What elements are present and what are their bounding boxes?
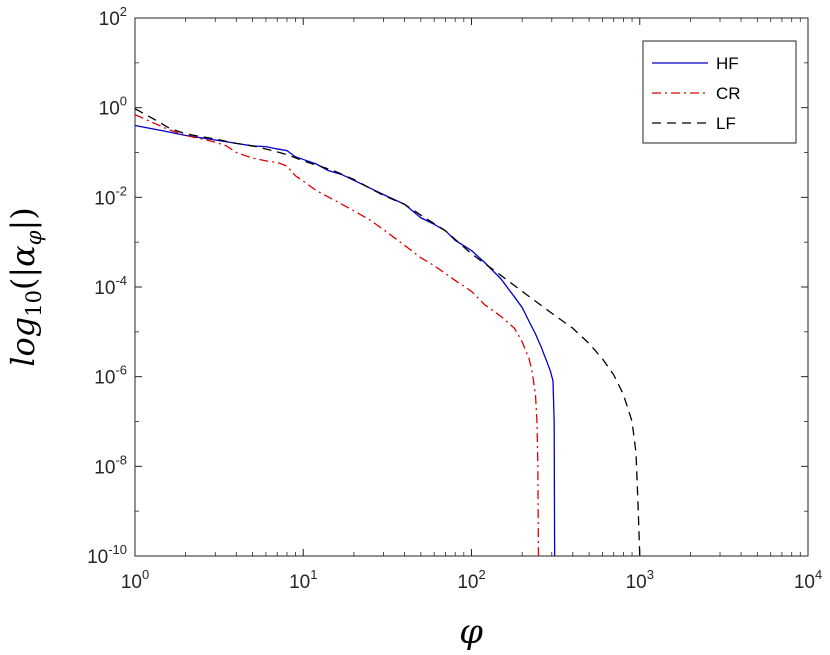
legend: HF CR LF xyxy=(642,40,797,144)
y-axis-label-symbol-sub: φ xyxy=(22,230,46,245)
legend-label-lf: LF xyxy=(716,114,736,133)
y-axis-label: log10(|αφ|) xyxy=(4,207,46,367)
x-axis-label: φ xyxy=(459,612,483,652)
y-tick-label-base-5: 10 xyxy=(99,99,120,120)
x-tick-label-3: 103 xyxy=(626,567,654,593)
y-tick-label-3: 10-4 xyxy=(94,273,127,299)
x-tick-label-2: 102 xyxy=(457,567,485,593)
y-tick-label-4: 10-2 xyxy=(94,183,127,209)
y-tick-label-base-1: 10 xyxy=(94,457,115,478)
y-tick-label-2: 10-6 xyxy=(94,363,127,389)
x-tick-label-exp-1: 1 xyxy=(310,567,317,582)
y-tick-label-exp-1: -8 xyxy=(115,452,127,467)
y-tick-label-exp-6: 2 xyxy=(120,4,127,19)
y-tick-label-0: 10-10 xyxy=(87,542,127,568)
x-tick-label-exp-2: 2 xyxy=(478,567,485,582)
legend-box xyxy=(642,40,797,144)
y-tick-label-exp-5: 0 xyxy=(120,94,127,109)
x-tick-label-exp-0: 0 xyxy=(142,567,149,582)
x-tick-label-base-4: 10 xyxy=(794,572,815,593)
y-tick-label-base-2: 10 xyxy=(94,368,115,389)
y-axis-label-close: |) xyxy=(4,207,42,230)
y-tick-label-6: 102 xyxy=(99,4,127,30)
y-tick-label-exp-2: -6 xyxy=(115,363,127,378)
x-tick-label-exp-3: 3 xyxy=(647,567,654,582)
x-tick-label-base-3: 10 xyxy=(626,572,647,593)
y-axis-label-open: (| xyxy=(4,267,42,290)
legend-label-cr: CR xyxy=(716,84,741,103)
x-tick-label-base-1: 10 xyxy=(289,572,310,593)
x-tick-label-base-0: 10 xyxy=(121,572,142,593)
y-axis-label-symbol: α xyxy=(4,245,42,267)
y-axis-label-subscript: 10 xyxy=(22,290,46,317)
y-tick-label-base-3: 10 xyxy=(94,278,115,299)
y-tick-label-base-0: 10 xyxy=(87,547,108,568)
y-tick-label-exp-3: -4 xyxy=(115,273,127,288)
y-axis-label-prefix: log xyxy=(4,317,42,367)
legend-label-hf: HF xyxy=(716,54,739,73)
series-line-lf xyxy=(134,108,641,557)
x-tick-label-0: 100 xyxy=(121,567,149,593)
y-tick-label-1: 10-8 xyxy=(94,452,127,478)
x-tick-label-base-2: 10 xyxy=(457,572,478,593)
y-tick-label-exp-4: -2 xyxy=(115,183,127,198)
y-tick-label-base-4: 10 xyxy=(94,188,115,209)
y-tick-label-exp-0: -10 xyxy=(108,542,127,557)
x-tick-label-1: 101 xyxy=(289,567,317,593)
series-layer xyxy=(134,108,641,557)
series-line-cr xyxy=(134,114,540,557)
y-tick-label-base-6: 10 xyxy=(99,9,120,30)
tick-labels: 100 101 102 103 10410-1010-810-610-410-21001… xyxy=(87,4,822,593)
y-tick-label-5: 100 xyxy=(99,94,127,120)
x-tick-label-4: 104 xyxy=(794,567,822,593)
x-tick-label-exp-4: 4 xyxy=(815,567,822,582)
